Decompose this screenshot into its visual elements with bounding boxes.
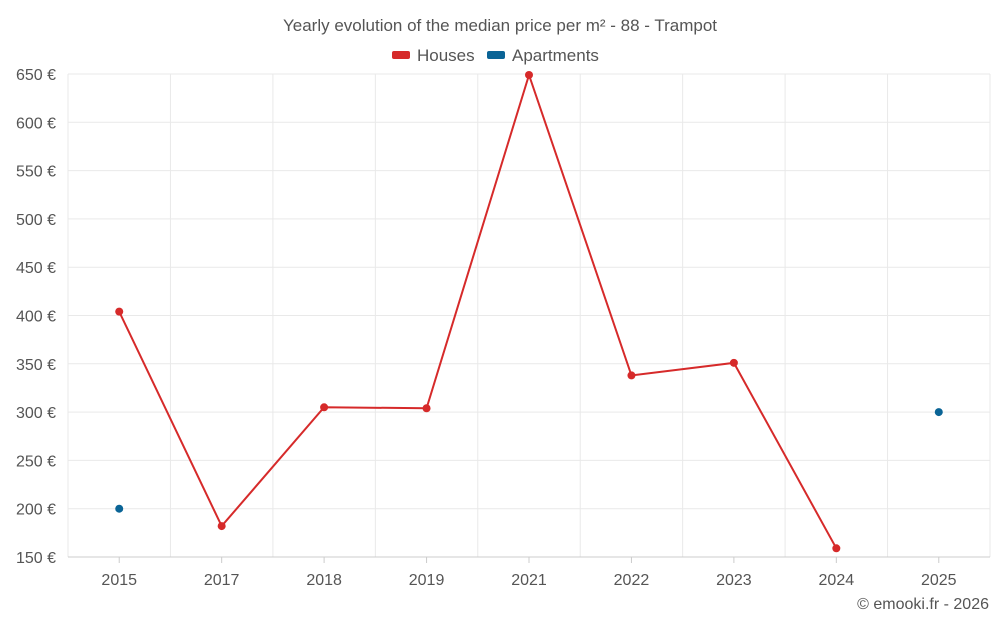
data-point-houses-2021[interactable] xyxy=(525,70,533,79)
y-tick-label: 250 € xyxy=(16,453,56,470)
y-tick-label: 500 € xyxy=(16,212,56,229)
grid xyxy=(67,73,991,558)
y-tick-label: 650 € xyxy=(16,67,56,84)
data-point-houses-2017[interactable] xyxy=(217,522,226,531)
chart-title: Yearly evolution of the median price per… xyxy=(283,16,717,35)
y-tick-label: 450 € xyxy=(16,260,56,277)
x-tick-label: 2025 xyxy=(921,572,957,589)
legend-swatch-apartments xyxy=(487,51,505,59)
x-tick-label: 2023 xyxy=(716,572,752,589)
x-axis-ticks: 2015 2017 2018 2019 2021 2022 2023 2024 2025 xyxy=(101,557,957,589)
y-axis-ticks: 150 € 200 € 250 € 300 € 350 € 400 € 450 € 500 €… xyxy=(16,67,56,567)
x-tick-label: 2019 xyxy=(409,572,445,589)
y-tick-label: 600 € xyxy=(16,115,56,132)
data-point-houses-2015[interactable] xyxy=(115,307,124,316)
x-tick-label: 2022 xyxy=(614,572,650,589)
x-tick-label: 2024 xyxy=(819,572,855,589)
data-point-houses-2024[interactable] xyxy=(832,544,841,553)
data-point-apartments-2015[interactable] xyxy=(115,504,124,513)
legend-label-houses: Houses xyxy=(417,46,475,65)
legend-swatch-houses xyxy=(392,51,410,59)
legend: Houses Apartments xyxy=(392,46,599,65)
series-points xyxy=(115,70,943,553)
y-tick-label: 550 € xyxy=(16,164,56,181)
series-line-houses xyxy=(118,71,838,549)
y-tick-label: 350 € xyxy=(16,357,56,374)
data-point-houses-2019[interactable] xyxy=(422,404,431,413)
x-tick-label: 2017 xyxy=(204,572,240,589)
x-tick-label: 2018 xyxy=(306,572,342,589)
x-tick-label: 2021 xyxy=(511,572,547,589)
credit-text: © emooki.fr - 2026 xyxy=(857,596,989,613)
data-point-apartments-2025[interactable] xyxy=(934,408,943,417)
data-point-houses-2018[interactable] xyxy=(320,403,329,412)
y-tick-label: 200 € xyxy=(16,502,56,519)
data-point-houses-2023[interactable] xyxy=(729,358,738,367)
y-tick-label: 400 € xyxy=(16,309,56,326)
legend-item-houses[interactable]: Houses xyxy=(392,46,475,65)
y-tick-label: 150 € xyxy=(16,550,56,567)
y-tick-label: 300 € xyxy=(16,405,56,422)
data-point-houses-2022[interactable] xyxy=(627,371,636,380)
series-lines xyxy=(118,71,838,549)
legend-item-apartments[interactable]: Apartments xyxy=(487,46,599,65)
x-tick-label: 2015 xyxy=(101,572,137,589)
legend-label-apartments: Apartments xyxy=(512,46,599,65)
